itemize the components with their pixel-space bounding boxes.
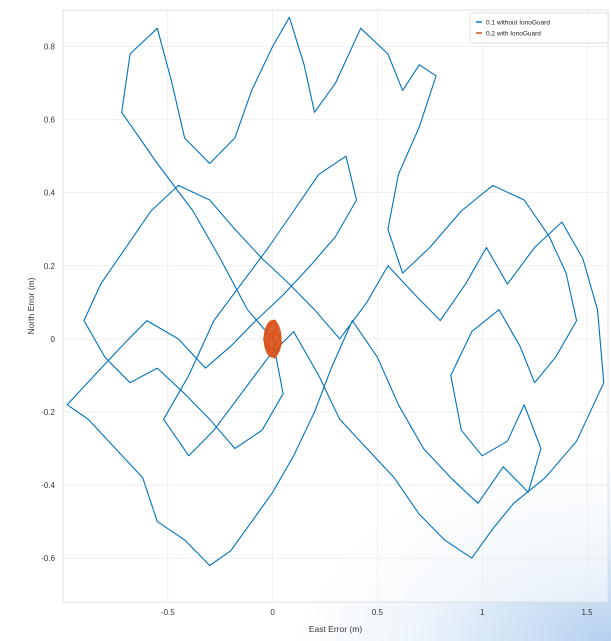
grid-lines xyxy=(63,10,608,602)
plot-area xyxy=(62,9,609,603)
y-tick-label: -0.6 xyxy=(41,554,55,563)
legend: 0.1 without IonoGuard 0.2 with IonoGuard xyxy=(469,12,609,44)
y-tick-label: 0.8 xyxy=(44,43,56,52)
legend-box xyxy=(469,12,609,44)
x-tick-label: 0.5 xyxy=(372,608,384,617)
series-layer xyxy=(66,16,605,567)
y-tick-label: 0.2 xyxy=(44,262,56,271)
x-axis-label: East Error (m) xyxy=(309,624,363,634)
y-tick-label: -0.4 xyxy=(41,481,55,490)
x-tick-label: 1 xyxy=(480,608,485,617)
x-tick-label: 0 xyxy=(270,608,275,617)
y-tick-label: 0 xyxy=(51,335,56,344)
series-cluster-2 xyxy=(263,319,282,358)
series-line-1 xyxy=(66,16,605,567)
legend-entry-2: 0.2 with IonoGuard xyxy=(486,31,541,38)
legend-entry-1: 0.1 without IonoGuard xyxy=(486,20,550,27)
y-tick-label: 0.4 xyxy=(44,189,56,198)
y-tick-label: 0.6 xyxy=(44,116,56,125)
y-tick-label: -0.2 xyxy=(41,408,55,417)
tick-labels: -0.5 0 0.5 1 1.5 -0.6 -0.4 -0.2 0 0.2 0.4 0.6 0.8 xyxy=(41,43,593,617)
x-tick-label: -0.5 xyxy=(161,608,175,617)
y-axis-label: North Error (m) xyxy=(26,277,36,334)
x-tick-label: 1.5 xyxy=(581,608,593,617)
